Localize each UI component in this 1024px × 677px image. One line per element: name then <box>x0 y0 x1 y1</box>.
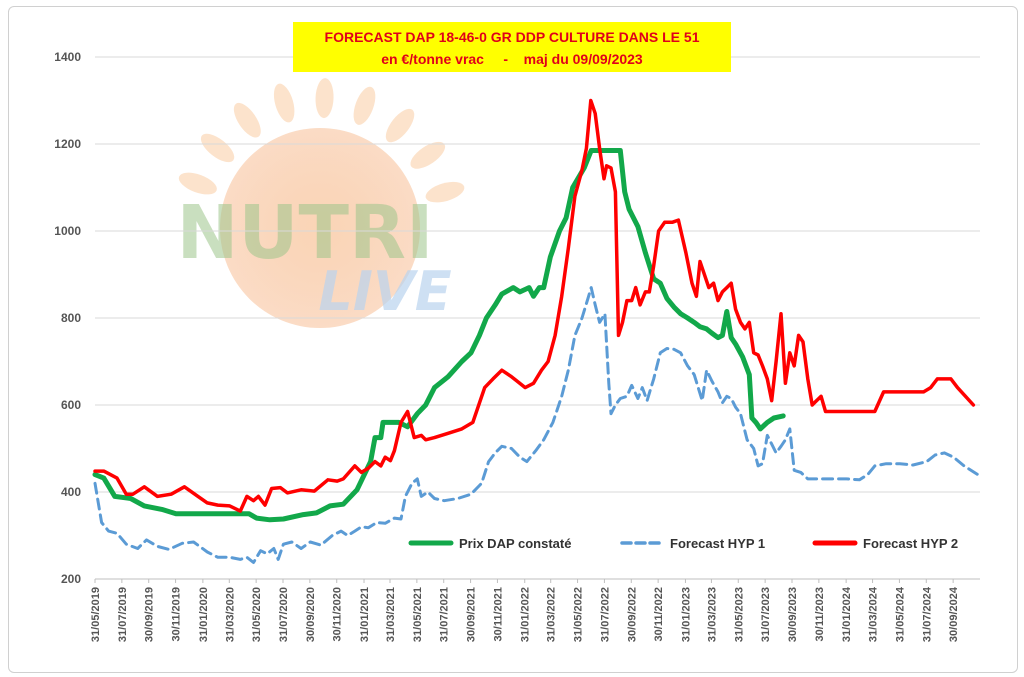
y-tick-label: 800 <box>61 311 81 325</box>
sun-ray-icon <box>273 83 295 123</box>
x-tick-label: 31/07/2024 <box>921 586 933 642</box>
watermark-word-1: NUTRI <box>176 190 433 276</box>
x-tick-label: 30/11/2023 <box>814 587 826 641</box>
x-tick-label: 31/01/2024 <box>841 586 853 642</box>
x-tick-label: 31/03/2022 <box>546 587 558 642</box>
x-tick-label: 30/11/2021 <box>492 587 504 641</box>
x-tick-label: 30/09/2020 <box>305 587 317 642</box>
title-background <box>293 22 731 72</box>
x-tick-label: 30/11/2022 <box>653 587 665 641</box>
series-line-3 <box>93 98 976 513</box>
x-tick-label: 31/03/2020 <box>224 587 236 642</box>
x-tick-label: 30/11/2020 <box>332 587 344 641</box>
sun-ray-icon <box>200 133 235 163</box>
x-tick-label: 31/03/2021 <box>385 587 397 642</box>
legend: Prix DAP constaté Forecast HYP 1 Forecast … <box>408 536 958 551</box>
x-tick-label: 31/07/2023 <box>760 587 772 642</box>
chart-frame <box>8 6 1018 673</box>
sun-icon <box>220 128 420 328</box>
x-tick-label: 31/05/2020 <box>251 587 263 642</box>
chart-title-box: FORECAST DAP 18-46-0 GR DDP CULTURE DANS… <box>293 22 731 72</box>
sun-ray-icon <box>315 78 334 119</box>
x-tick-label: 30/09/2021 <box>466 587 478 642</box>
sun-ray-icon <box>353 86 376 125</box>
legend-label-1: Prix DAP constaté <box>459 536 571 551</box>
x-tick-label: 31/07/2021 <box>439 587 451 642</box>
x-tick-label: 31/03/2024 <box>868 586 880 642</box>
x-tick-label: 31/01/2022 <box>520 587 532 642</box>
x-axis-ticks: 31/05/2019 31/07/2019 30/09/2019 30/11/2019… <box>90 579 960 642</box>
y-tick-label: 1200 <box>54 137 81 151</box>
x-tick-label: 31/05/2021 <box>412 587 424 642</box>
x-tick-label: 31/03/2023 <box>706 587 718 642</box>
series-lines <box>92 98 980 564</box>
x-tick-label: 31/05/2019 <box>90 587 102 642</box>
x-tick-label: 31/05/2023 <box>733 587 745 642</box>
x-tick-label: 31/07/2019 <box>117 587 129 642</box>
x-tick-label: 31/07/2020 <box>278 587 290 642</box>
y-tick-label: 600 <box>61 398 81 412</box>
series-line-2 <box>93 286 980 564</box>
sun-ray-icon <box>425 181 465 203</box>
y-tick-label: 1400 <box>54 50 81 64</box>
title-line-1: FORECAST DAP 18-46-0 GR DDP CULTURE DANS… <box>325 29 700 45</box>
y-tick-label: 1000 <box>54 224 81 238</box>
x-tick-label: 31/05/2022 <box>573 587 585 642</box>
x-tick-label: 30/09/2023 <box>787 587 799 642</box>
x-tick-label: 30/09/2024 <box>948 586 960 642</box>
x-tick-label: 31/01/2023 <box>680 587 692 642</box>
sun-ray-icon <box>233 102 261 138</box>
x-tick-label: 30/09/2022 <box>626 587 638 642</box>
x-tick-label: 31/07/2022 <box>599 587 611 642</box>
series-line-1 <box>92 148 786 523</box>
y-tick-label: 400 <box>61 485 81 499</box>
sun-ray-icon <box>410 141 446 169</box>
sun-ray-icon <box>178 172 217 195</box>
y-axis-ticks: 200 400 600 800 1000 1200 1400 <box>54 50 81 586</box>
grid-lines <box>95 56 980 580</box>
x-tick-label: 31/01/2021 <box>359 587 371 642</box>
sun-ray-icon <box>385 108 415 143</box>
legend-label-2: Forecast HYP 1 <box>670 536 765 551</box>
watermark-word-2: LIVE <box>318 260 451 323</box>
x-tick-label: 30/09/2019 <box>144 587 156 642</box>
x-tick-label: 31/05/2024 <box>894 586 906 642</box>
x-tick-label: 31/01/2020 <box>198 587 210 642</box>
y-tick-label: 200 <box>61 572 81 586</box>
x-tick-label: 30/11/2019 <box>171 587 183 641</box>
legend-label-3: Forecast HYP 2 <box>863 536 958 551</box>
title-line-2: en €/tonne vrac - maj du 09/09/2023 <box>381 51 643 67</box>
